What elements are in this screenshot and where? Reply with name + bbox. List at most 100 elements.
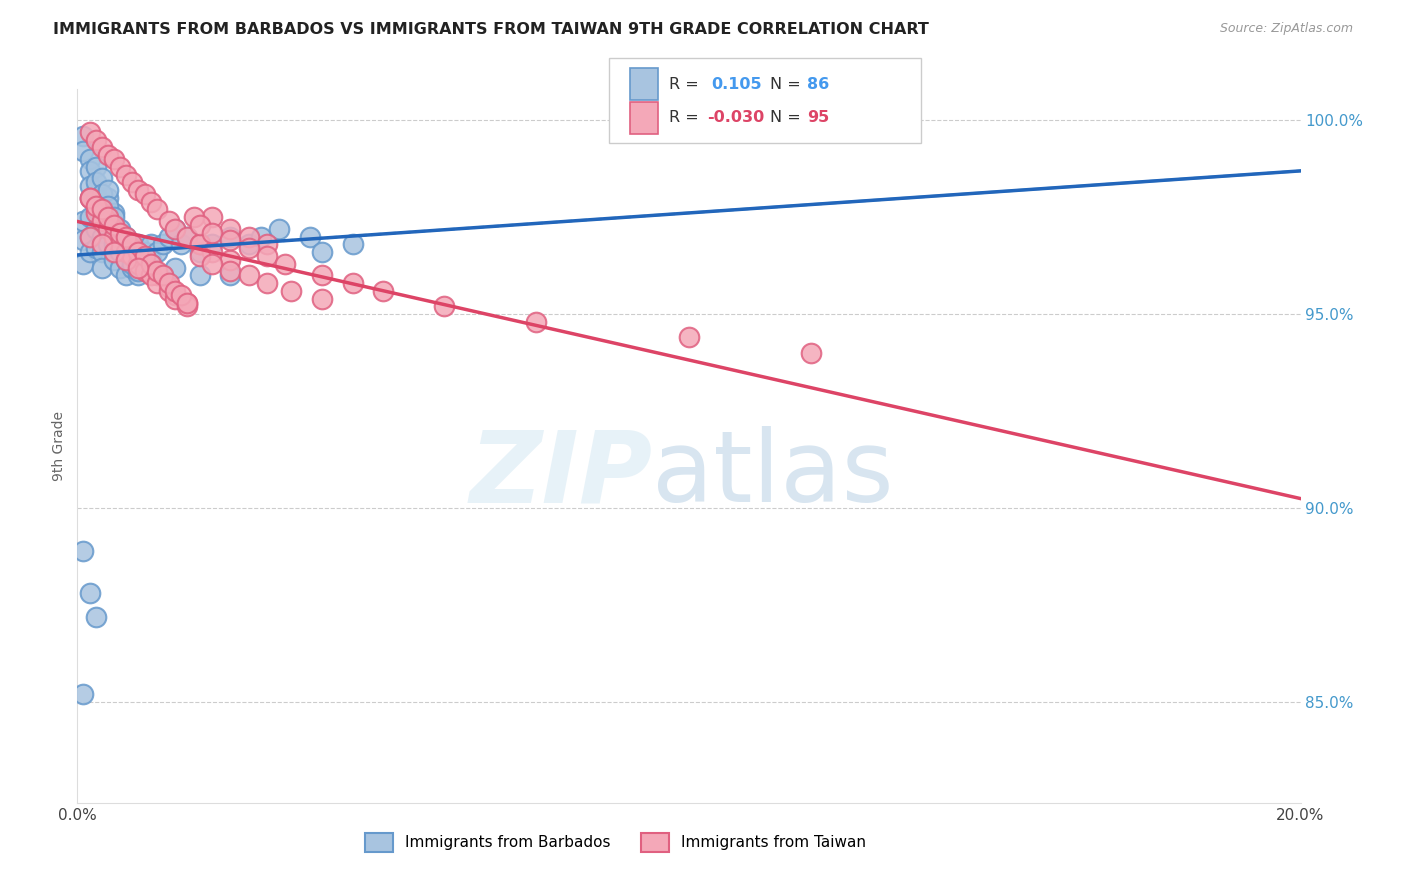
Point	[79, 125, 101, 139]
Text: N =: N =	[770, 111, 807, 125]
Point	[183, 210, 205, 224]
Text: IMMIGRANTS FROM BARBADOS VS IMMIGRANTS FROM TAIWAN 9TH GRADE CORRELATION CHART: IMMIGRANTS FROM BARBADOS VS IMMIGRANTS F…	[53, 22, 929, 37]
Point	[127, 260, 149, 275]
Point	[115, 268, 138, 283]
Point	[152, 268, 174, 283]
Point	[90, 140, 112, 154]
Point	[84, 609, 107, 624]
Point	[127, 249, 149, 263]
Point	[157, 280, 180, 294]
Point	[134, 245, 156, 260]
Point	[79, 245, 101, 260]
Point	[176, 299, 198, 313]
Point	[115, 252, 138, 267]
Point	[524, 315, 547, 329]
Point	[108, 245, 131, 260]
Point	[121, 257, 143, 271]
Point	[157, 284, 180, 298]
Point	[219, 234, 242, 248]
Point	[157, 229, 180, 244]
Point	[127, 252, 149, 267]
Point	[79, 152, 101, 166]
Point	[97, 222, 120, 236]
Point	[90, 202, 112, 217]
Point	[108, 260, 131, 275]
Point	[219, 252, 242, 267]
Point	[108, 229, 131, 244]
Point	[165, 222, 187, 236]
Point	[108, 229, 131, 244]
Point	[115, 252, 138, 267]
Point	[115, 237, 138, 252]
Point	[97, 206, 120, 220]
Point	[139, 264, 162, 278]
Point	[103, 252, 125, 267]
Point	[280, 284, 302, 298]
Point	[134, 260, 156, 275]
Point	[79, 191, 101, 205]
Point	[342, 237, 364, 252]
Point	[103, 152, 125, 166]
Point	[90, 260, 112, 275]
Point	[176, 295, 198, 310]
Point	[84, 160, 107, 174]
Point	[90, 245, 112, 260]
Point	[139, 268, 162, 283]
Point	[256, 249, 278, 263]
Point	[139, 257, 162, 271]
Point	[108, 226, 131, 240]
Point	[134, 264, 156, 278]
Point	[79, 179, 101, 194]
Point	[219, 264, 242, 278]
Text: N =: N =	[770, 77, 807, 92]
Point	[678, 330, 700, 344]
Point	[269, 222, 291, 236]
Point	[146, 268, 169, 283]
Point	[90, 198, 112, 212]
Text: 95: 95	[807, 111, 830, 125]
Point	[97, 183, 120, 197]
Point	[97, 198, 120, 212]
Point	[165, 292, 187, 306]
Point	[139, 194, 162, 209]
Y-axis label: 9th Grade: 9th Grade	[52, 411, 66, 481]
Point	[170, 237, 193, 252]
Point	[188, 268, 211, 283]
Point	[152, 237, 174, 252]
Point	[90, 237, 112, 252]
Point	[90, 186, 112, 201]
Point	[127, 245, 149, 260]
Point	[103, 226, 125, 240]
Point	[84, 198, 107, 212]
Point	[238, 229, 260, 244]
Point	[84, 183, 107, 197]
Point	[90, 202, 112, 217]
Point	[256, 237, 278, 252]
Point	[311, 292, 333, 306]
Point	[72, 257, 94, 271]
Point	[103, 229, 125, 244]
Point	[72, 543, 94, 558]
Point	[176, 295, 198, 310]
Point	[146, 245, 169, 260]
Point	[188, 237, 211, 252]
Point	[115, 168, 138, 182]
Point	[121, 237, 143, 252]
Text: -0.030: -0.030	[707, 111, 765, 125]
Point	[79, 191, 101, 205]
Point	[139, 257, 162, 271]
Point	[219, 268, 242, 283]
Point	[188, 237, 211, 252]
Point	[103, 237, 125, 252]
Point	[157, 214, 180, 228]
Point	[72, 234, 94, 248]
Point	[127, 268, 149, 283]
Point	[146, 202, 169, 217]
Point	[342, 276, 364, 290]
Point	[84, 133, 107, 147]
Point	[97, 237, 120, 252]
Point	[84, 175, 107, 189]
Point	[84, 222, 107, 236]
Point	[201, 210, 224, 224]
Point	[165, 260, 187, 275]
